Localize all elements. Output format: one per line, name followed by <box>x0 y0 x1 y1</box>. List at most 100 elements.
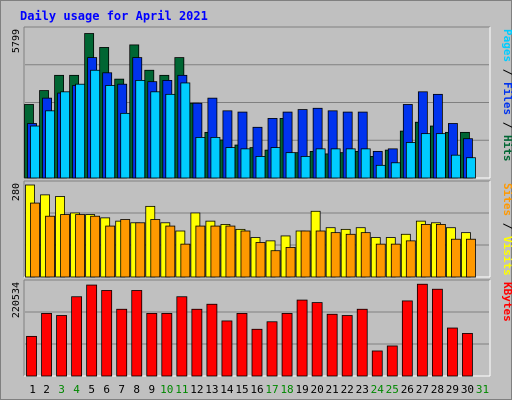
bar-kbytes-day-18 <box>281 313 293 377</box>
bar-kbytes-day-21 <box>326 313 338 377</box>
day-label-28: 28 <box>431 383 444 396</box>
bar-pages-day-7 <box>120 112 131 179</box>
bar-pages-day-19 <box>300 156 311 179</box>
day-label-17: 17 <box>265 383 278 396</box>
chart-title: Daily usage for April 2021 <box>20 9 208 23</box>
bar-kbytes-day-6 <box>101 290 113 377</box>
bar-kbytes-day-26 <box>401 300 413 377</box>
day-label-20: 20 <box>311 383 324 396</box>
day-label-16: 16 <box>250 383 263 396</box>
bar-pages-day-18 <box>285 152 296 179</box>
bar-pages-day-12 <box>195 137 206 179</box>
bar-pages-day-8 <box>135 80 146 179</box>
bar-pages-day-6 <box>105 85 116 179</box>
bar-sites-day-10 <box>165 225 176 278</box>
legend-kbytes: KBytes <box>501 282 512 322</box>
bar-pages-day-26 <box>405 142 416 179</box>
bar-pages-day-5 <box>90 69 101 179</box>
bar-pages-day-23 <box>360 148 371 179</box>
day-label-4: 4 <box>73 383 80 396</box>
day-label-12: 12 <box>190 383 203 396</box>
bar-sites-day-16 <box>255 242 266 278</box>
day-label-27: 27 <box>416 383 429 396</box>
bar-pages-day-1 <box>30 125 40 179</box>
legend-part: / <box>501 62 512 82</box>
bar-kbytes-day-30 <box>462 333 473 377</box>
bar-kbytes-day-2 <box>41 313 52 377</box>
bar-kbytes-day-27 <box>416 283 428 377</box>
day-label-1: 1 <box>29 383 36 396</box>
day-label-7: 7 <box>118 383 125 396</box>
bar-sites-day-17 <box>270 250 281 278</box>
axis-max-label-visits-sites: 280 <box>11 183 22 201</box>
bar-pages-day-13 <box>210 137 221 179</box>
bar-kbytes-day-20 <box>311 302 323 377</box>
legend-part: Sites <box>501 183 512 216</box>
day-label-30: 30 <box>461 383 474 396</box>
bar-pages-day-30 <box>466 157 476 179</box>
bar-sites-day-2 <box>45 215 55 278</box>
legend-part: KBytes <box>501 282 512 322</box>
bar-kbytes-day-16 <box>251 328 263 377</box>
bar-pages-day-20 <box>315 148 326 179</box>
day-label-8: 8 <box>133 383 140 396</box>
bar-sites-day-26 <box>405 240 416 278</box>
bar-sites-day-24 <box>375 243 386 278</box>
bar-kbytes-day-19 <box>296 299 308 377</box>
day-label-26: 26 <box>401 383 414 396</box>
day-label-18: 18 <box>280 383 293 396</box>
bar-kbytes-day-28 <box>431 288 443 377</box>
legend-part: Files <box>501 82 512 115</box>
bar-kbytes-day-14 <box>221 320 233 377</box>
bar-kbytes-day-24 <box>371 350 383 377</box>
bar-sites-day-30 <box>466 238 476 278</box>
bar-sites-day-29 <box>451 238 461 278</box>
axis-max-label-hits-files-pages: 5799 <box>11 29 22 53</box>
bar-sites-day-15 <box>240 230 251 278</box>
bar-sites-day-14 <box>225 225 236 278</box>
legend-part: Visits <box>501 236 512 276</box>
bar-sites-day-28 <box>435 224 446 278</box>
day-label-31: 31 <box>476 383 489 396</box>
bar-kbytes-day-3 <box>56 315 67 377</box>
bar-sites-day-22 <box>345 233 356 278</box>
bar-pages-day-22 <box>345 148 356 179</box>
bar-sites-day-19 <box>300 230 311 278</box>
bar-pages-day-15 <box>240 148 251 179</box>
legend-part: Pages <box>501 29 512 62</box>
bar-pages-day-17 <box>270 147 281 179</box>
legend-part: / <box>501 216 512 236</box>
bar-kbytes-day-5 <box>86 284 98 377</box>
bar-pages-day-14 <box>225 147 236 179</box>
day-label-13: 13 <box>205 383 218 396</box>
bar-sites-day-3 <box>60 214 70 278</box>
bar-pages-day-4 <box>75 83 86 179</box>
day-label-5: 5 <box>88 383 95 396</box>
day-label-21: 21 <box>326 383 339 396</box>
bar-pages-day-24 <box>375 164 386 179</box>
axis-max-label-kbytes: 220534 <box>11 282 22 318</box>
bar-sites-day-8 <box>135 222 146 278</box>
bar-kbytes-day-8 <box>131 290 143 377</box>
legend-visits-sites: Sites / Visits <box>501 183 512 276</box>
bar-kbytes-day-7 <box>116 308 128 377</box>
bar-kbytes-day-11 <box>176 296 188 377</box>
bar-sites-day-21 <box>330 232 341 278</box>
bar-sites-day-7 <box>120 219 131 278</box>
day-label-19: 19 <box>295 383 308 396</box>
day-label-15: 15 <box>235 383 248 396</box>
bar-pages-day-2 <box>45 110 55 179</box>
bar-sites-day-4 <box>75 214 86 278</box>
bar-pages-day-3 <box>60 91 70 179</box>
bar-sites-day-6 <box>105 225 116 278</box>
bar-sites-day-5 <box>90 215 101 278</box>
bar-sites-day-27 <box>420 224 431 278</box>
bar-pages-day-28 <box>435 133 446 179</box>
bar-sites-day-18 <box>285 247 296 278</box>
day-label-22: 22 <box>341 383 354 396</box>
day-label-6: 6 <box>103 383 110 396</box>
legend-part: / <box>501 115 512 135</box>
legend-part: Hits <box>501 135 512 162</box>
bar-kbytes-day-23 <box>356 308 368 377</box>
bar-sites-day-11 <box>180 243 191 278</box>
